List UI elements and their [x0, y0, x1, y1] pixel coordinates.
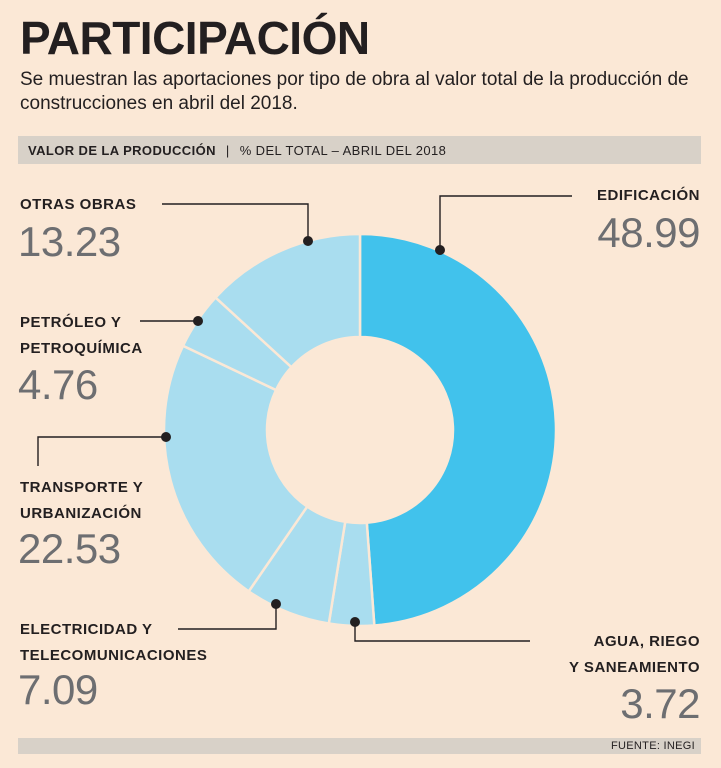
- value-transporte: 22.53: [18, 525, 121, 572]
- leader-line-transporte-y-urbanizacion: [37, 436, 166, 466]
- chart-header-band: VALOR DE LA PRODUCCIÓN | % DEL TOTAL – A…: [18, 136, 701, 164]
- slice-transporte-y-urbanizacion: [162, 344, 309, 594]
- band-separator: |: [225, 142, 230, 158]
- label-otras-obras: OTRAS OBRAS: [20, 192, 136, 218]
- leader-line-agua-riego-y-saneamiento: [354, 622, 530, 642]
- value-petroleo: 4.76: [18, 361, 98, 408]
- leader-dot-transporte-y-urbanizacion: [161, 432, 171, 442]
- label-line: TELECOMUNICACIONES: [20, 647, 208, 664]
- source-footer: FUENTE: INEGI: [18, 738, 701, 754]
- label-line: Y SANEAMIENTO: [569, 659, 700, 676]
- label-line: AGUA, RIEGO: [593, 633, 700, 650]
- label-line: ELECTRICIDAD Y: [20, 621, 153, 638]
- label-line: URBANIZACIÓN: [20, 505, 142, 522]
- leader-line-otras-obras: [162, 203, 309, 241]
- leader-dot-otras-obras: [303, 236, 313, 246]
- value-otras-obras: 13.23: [18, 218, 121, 265]
- slice-otras-obras: [213, 232, 362, 369]
- leader-dot-petroleo-y-petroquimica: [193, 316, 203, 326]
- value-edificacion: 48.99: [597, 209, 700, 256]
- label-line: PETRÓLEO Y: [20, 314, 122, 331]
- label-line: TRANSPORTE Y: [20, 479, 144, 496]
- band-right-label: % DEL TOTAL – ABRIL DEL 2018: [239, 142, 447, 158]
- label-line: PETROQUÍMICA: [20, 340, 143, 357]
- value-electricidad: 7.09: [18, 666, 98, 713]
- label-agua: AGUA, RIEGO Y SANEAMIENTO: [569, 629, 700, 681]
- page-title: PARTICIPACIÓN: [20, 12, 370, 64]
- label-line: EDIFICACIÓN: [597, 187, 700, 204]
- subtitle: Se muestran las aportaciones por tipo de…: [20, 69, 689, 114]
- leader-dot-agua-riego-y-saneamiento: [350, 617, 360, 627]
- label-transporte: TRANSPORTE Y URBANIZACIÓN: [20, 475, 143, 527]
- label-edificacion: EDIFICACIÓN: [597, 183, 700, 209]
- leader-dot-electricidad-y-telecomunicaciones: [271, 599, 281, 609]
- slice-edificacion: [358, 232, 558, 627]
- label-electricidad: ELECTRICIDAD Y TELECOMUNICACIONES: [20, 617, 207, 669]
- band-left-label: VALOR DE LA PRODUCCIÓN: [28, 142, 216, 158]
- source-label: FUENTE: INEGI: [611, 740, 695, 752]
- label-line: OTRAS OBRAS: [20, 196, 137, 213]
- leader-line-edificacion: [439, 195, 572, 250]
- label-petroleo: PETRÓLEO Y PETROQUÍMICA: [20, 310, 143, 362]
- value-agua: 3.72: [620, 680, 700, 727]
- leader-dot-edificacion: [435, 245, 445, 255]
- leader-line-electricidad-y-telecomunicaciones: [178, 604, 277, 630]
